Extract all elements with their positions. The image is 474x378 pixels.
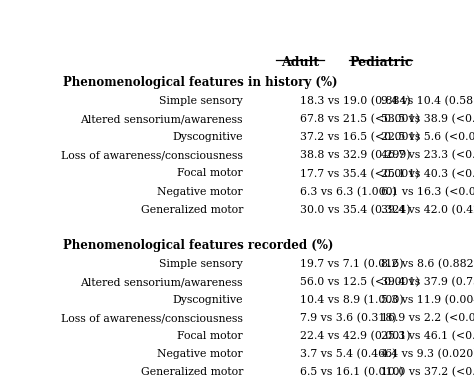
Text: Dyscognitive: Dyscognitive	[173, 295, 243, 305]
Text: Focal motor: Focal motor	[177, 331, 243, 341]
Text: Negative motor: Negative motor	[157, 186, 243, 197]
Text: 22.4 vs 42.9 (0.001): 22.4 vs 42.9 (0.001)	[300, 331, 410, 341]
Text: 6.1 vs 16.3 (<0.001): 6.1 vs 16.3 (<0.001)	[381, 186, 474, 197]
Text: 22.5 vs 5.6 (<0.001): 22.5 vs 5.6 (<0.001)	[381, 132, 474, 143]
Text: Generalized motor: Generalized motor	[141, 204, 243, 215]
Text: 19.7 vs 7.1 (0.016): 19.7 vs 7.1 (0.016)	[300, 259, 403, 269]
Text: 5.3 vs 11.9 (0.004): 5.3 vs 11.9 (0.004)	[381, 295, 474, 305]
Text: 10.0 vs 37.2 (<0.001): 10.0 vs 37.2 (<0.001)	[381, 367, 474, 378]
Text: 3.7 vs 5.4 (0.466): 3.7 vs 5.4 (0.466)	[300, 349, 396, 359]
Text: 25.3 vs 46.1 (<0.001): 25.3 vs 46.1 (<0.001)	[381, 331, 474, 341]
Text: 39.4 vs 37.9 (0.735): 39.4 vs 37.9 (0.735)	[381, 277, 474, 287]
Text: Simple sensory: Simple sensory	[159, 96, 243, 106]
Text: 4.4 vs 9.3 (0.020): 4.4 vs 9.3 (0.020)	[381, 349, 474, 359]
Text: Altered sensorium/awareness: Altered sensorium/awareness	[81, 277, 243, 287]
Text: Dyscognitive: Dyscognitive	[173, 132, 243, 143]
Text: 18.3 vs 19.0 (0.884): 18.3 vs 19.0 (0.884)	[300, 96, 410, 107]
Text: 30.0 vs 35.4 (0.324): 30.0 vs 35.4 (0.324)	[300, 204, 410, 215]
Text: 46.7 vs 23.3 (<0.001): 46.7 vs 23.3 (<0.001)	[381, 150, 474, 161]
Text: 25.1 vs 40.3 (<0.001): 25.1 vs 40.3 (<0.001)	[381, 169, 474, 179]
Text: 56.0 vs 12.5 (<0.001): 56.0 vs 12.5 (<0.001)	[300, 277, 419, 287]
Text: 53.5 vs 38.9 (<0.001): 53.5 vs 38.9 (<0.001)	[381, 114, 474, 125]
Text: 38.8 vs 32.9 (0.299): 38.8 vs 32.9 (0.299)	[300, 150, 410, 161]
Text: 6.5 vs 16.1 (0.010): 6.5 vs 16.1 (0.010)	[300, 367, 404, 378]
Text: 39.4 vs 42.0 (0.427): 39.4 vs 42.0 (0.427)	[381, 204, 474, 215]
Text: 8.2 vs 8.6 (0.882): 8.2 vs 8.6 (0.882)	[381, 259, 474, 269]
Text: Focal motor: Focal motor	[177, 169, 243, 178]
Text: 37.2 vs 16.5 (<0.001): 37.2 vs 16.5 (<0.001)	[300, 132, 419, 143]
Text: Pediatric: Pediatric	[349, 56, 412, 68]
Text: 17.7 vs 35.4 (<0.001): 17.7 vs 35.4 (<0.001)	[300, 169, 419, 179]
Text: Loss of awareness/consciousness: Loss of awareness/consciousness	[61, 150, 243, 160]
Text: Phenomenological features in history (%): Phenomenological features in history (%)	[63, 76, 337, 89]
Text: Loss of awareness/consciousness: Loss of awareness/consciousness	[61, 313, 243, 323]
Text: 6.3 vs 6.3 (1.000): 6.3 vs 6.3 (1.000)	[300, 186, 397, 197]
Text: Altered sensorium/awareness: Altered sensorium/awareness	[81, 114, 243, 124]
Text: 16.9 vs 2.2 (<0.001): 16.9 vs 2.2 (<0.001)	[381, 313, 474, 324]
Text: 10.4 vs 8.9 (1.000): 10.4 vs 8.9 (1.000)	[300, 295, 403, 305]
Text: 67.8 vs 21.5 (<0.001): 67.8 vs 21.5 (<0.001)	[300, 114, 419, 125]
Text: Adult: Adult	[281, 56, 319, 68]
Text: Phenomenological features recorded (%): Phenomenological features recorded (%)	[63, 239, 333, 252]
Text: 7.9 vs 3.6 (0.318): 7.9 vs 3.6 (0.318)	[300, 313, 396, 324]
Text: Generalized motor: Generalized motor	[141, 367, 243, 377]
Text: Negative motor: Negative motor	[157, 349, 243, 359]
Text: Simple sensory: Simple sensory	[159, 259, 243, 269]
Text: 9.4 vs 10.4 (0.585): 9.4 vs 10.4 (0.585)	[381, 96, 474, 107]
